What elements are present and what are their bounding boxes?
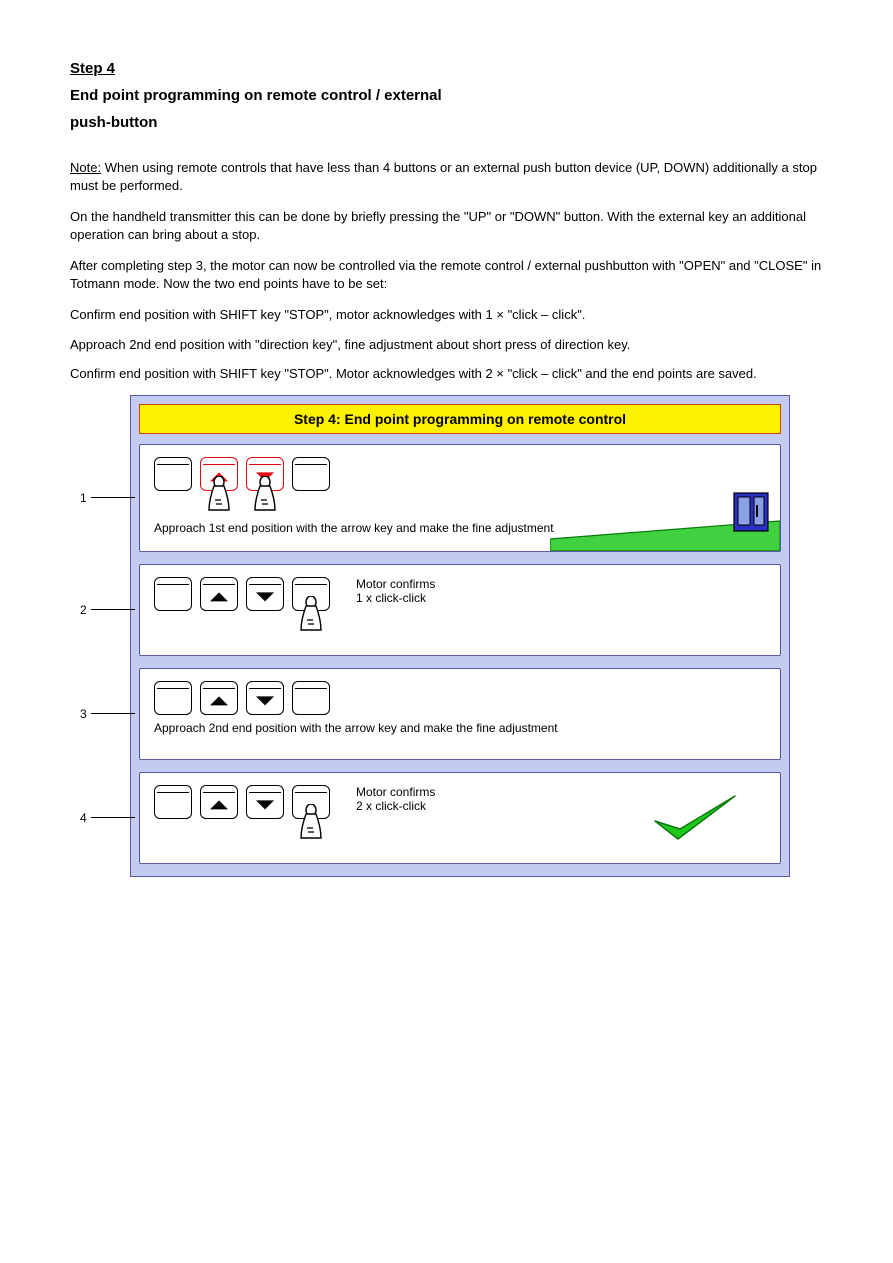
card-4-caption-b: 2 x click-click: [356, 799, 435, 813]
checkmark-icon: [650, 791, 740, 849]
intro-p3: After completing step 3, the motor can n…: [70, 257, 823, 292]
step-subtitle-2: push-button: [70, 114, 823, 131]
header-block: Step 4 End point programming on remote c…: [70, 60, 823, 131]
button-row-3: [154, 681, 766, 715]
step-marker-3: 3: [80, 707, 135, 721]
step-marker-2: 2: [80, 603, 135, 617]
finger-icon: [300, 804, 322, 840]
card-2-caption-a: Motor confirms: [356, 577, 435, 591]
intro-note: Note: When using remote controls that ha…: [70, 159, 823, 194]
step-num-3: 3: [80, 707, 87, 721]
step-marker-1: 1: [80, 491, 135, 505]
card-2-textcol: Motor confirms 1 x click-click: [356, 577, 435, 605]
remote-button-up: [200, 681, 238, 715]
remote-button-stop: [292, 785, 330, 819]
step-marker-4: 4: [80, 811, 135, 825]
card-4-caption-a: Motor confirms: [356, 785, 435, 799]
motor-scene-icon: [550, 491, 780, 551]
card-4-textcol: Motor confirms 2 x click-click: [356, 785, 435, 813]
button-row-1: [154, 457, 766, 491]
card-3: 3 Approach 2nd end position with the arr…: [139, 668, 781, 760]
remote-button-blank: [154, 785, 192, 819]
card-2-caption-b: 1 x click-click: [356, 591, 435, 605]
step-line-icon: [91, 497, 135, 498]
remote-button-up: [200, 457, 238, 491]
note-label: Note:: [70, 160, 101, 175]
remote-button-down: [246, 577, 284, 611]
step-line-icon: [91, 609, 135, 610]
step-subtitle-1: End point programming on remote control …: [70, 87, 823, 104]
remote-button-up: [200, 785, 238, 819]
remote-button-down: [246, 681, 284, 715]
remote-button-down: [246, 457, 284, 491]
step-line-icon: [91, 817, 135, 818]
step-title: Step 4: [70, 60, 823, 77]
remote-button-blank: [154, 457, 192, 491]
step-num-1: 1: [80, 491, 87, 505]
panel-title-bar: Step 4: End point programming on remote …: [139, 404, 781, 434]
remote-button-down: [246, 785, 284, 819]
step-num-2: 2: [80, 603, 87, 617]
intro-block: Note: When using remote controls that ha…: [70, 159, 823, 292]
card-3-caption: Approach 2nd end position with the arrow…: [154, 721, 766, 735]
remote-button-blank: [292, 681, 330, 715]
note-text: When using remote controls that have les…: [70, 160, 817, 193]
remote-button-blank: [154, 681, 192, 715]
finger-icon: [254, 476, 276, 512]
finger-icon: [208, 476, 230, 512]
confirm-3: Confirm end position with SHIFT key "STO…: [70, 365, 823, 383]
remote-button-stop: [292, 577, 330, 611]
intro-p2: On the handheld transmitter this can be …: [70, 208, 823, 243]
instruction-panel: Step 4: End point programming on remote …: [130, 395, 790, 877]
remote-button-up: [200, 577, 238, 611]
confirm-2: Approach 2nd end position with "directio…: [70, 336, 823, 354]
button-row-2: Motor confirms 1 x click-click: [154, 577, 766, 611]
step-line-icon: [91, 713, 135, 714]
card-2: 2 Motor confirms 1 x click-click: [139, 564, 781, 656]
card-4: 4 Motor confirms 2 x click-click: [139, 772, 781, 864]
step-num-4: 4: [80, 811, 87, 825]
confirmation-block: Confirm end position with SHIFT key "STO…: [70, 306, 823, 383]
finger-icon: [300, 596, 322, 632]
remote-button-blank: [292, 457, 330, 491]
remote-button-blank: [154, 577, 192, 611]
confirm-1: Confirm end position with SHIFT key "STO…: [70, 306, 823, 324]
card-1: 1 Approach 1st end position with the arr…: [139, 444, 781, 552]
